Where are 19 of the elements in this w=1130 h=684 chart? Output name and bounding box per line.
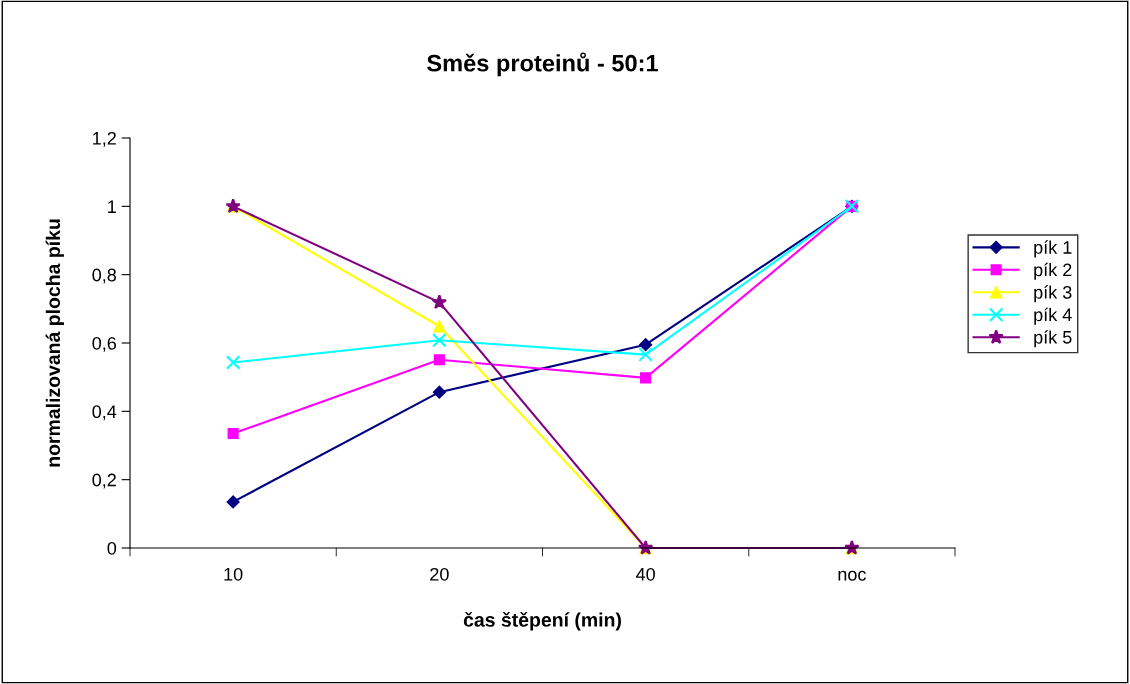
y-tick-label: 0,6: [92, 336, 117, 352]
y-axis-title: normalizovaná plocha píku: [45, 219, 64, 467]
x-tick-label: noc: [838, 570, 866, 581]
y-tick-label: 0: [107, 541, 117, 555]
y-tick-label: 0,4: [92, 405, 117, 421]
x-tick-label: 10: [224, 567, 243, 581]
legend-label: pík 4: [1034, 307, 1072, 325]
y-tick-label: 1,2: [93, 131, 116, 147]
legend-label: pík 1: [1034, 240, 1072, 258]
legend-label: pík 3: [1034, 285, 1072, 303]
y-tick-label: 0,8: [92, 268, 117, 284]
x-tick-label: 40: [636, 567, 655, 581]
chart-title: Směs proteinů - 50:1: [427, 52, 658, 77]
x-tick-label: 20: [430, 567, 449, 581]
legend-label: pík 5: [1034, 330, 1072, 348]
x-axis-title: čas štěpení (min): [463, 612, 621, 631]
y-tick-label: 1: [108, 200, 116, 213]
legend-label: pík 2: [1034, 262, 1072, 280]
y-tick-label: 0,2: [92, 473, 116, 489]
